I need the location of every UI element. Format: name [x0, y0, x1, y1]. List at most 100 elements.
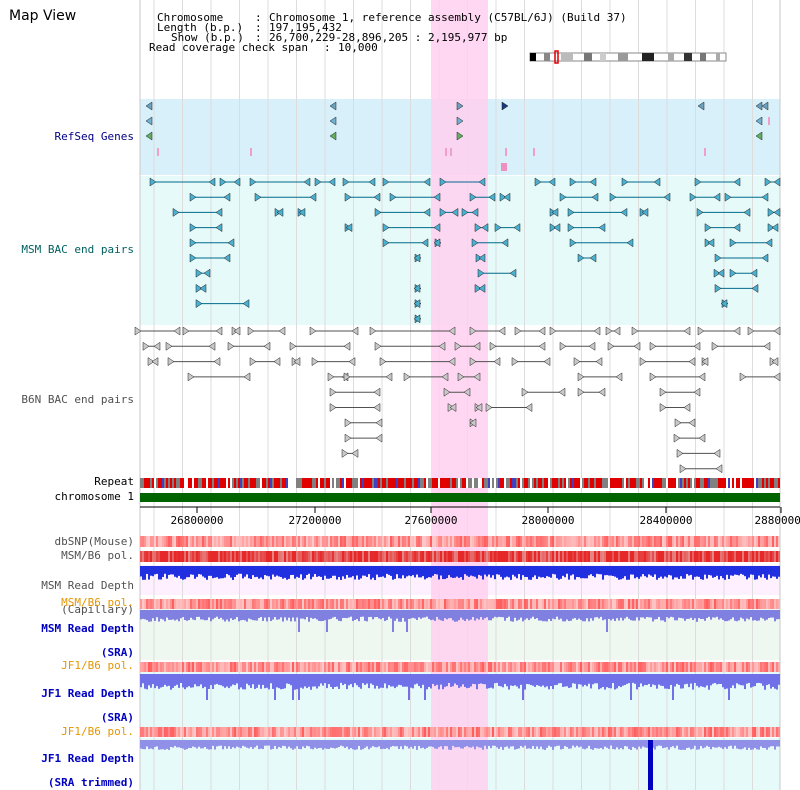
- refseq-exon-mark: [768, 117, 770, 125]
- jf1-depth-trim-bar: [610, 740, 612, 746]
- msm-bac-pair-end: [689, 192, 697, 202]
- b6n-bac-pair-end: [369, 326, 377, 336]
- jf1-b6-pol-2-heat-cell: [550, 727, 552, 737]
- jf1-depth-trim-bar: [524, 740, 526, 746]
- msm-b6-pol-sra-heat-cell: [628, 599, 630, 609]
- msm-b6-pol-sra-heat-cell: [458, 599, 460, 609]
- jf1-b6-pol-heat-cell: [342, 662, 344, 672]
- msm-b6-pol-heat-cell: [752, 551, 754, 562]
- msm-depth-cap-bar: [674, 566, 676, 578]
- msm-depth-sra-bar: [766, 610, 768, 620]
- jf1-depth-sra-bar: [620, 674, 622, 688]
- jf1-depth-trim-bar: [586, 740, 588, 749]
- repeat-segment: [418, 478, 420, 488]
- jf1-b6-pol-heat-cell: [650, 662, 652, 672]
- jf1-depth-sra-bar: [244, 674, 246, 690]
- repeat-segment: [556, 478, 558, 488]
- msm-depth-sra-bar: [276, 610, 278, 620]
- dbsnp-heat-cell: [776, 536, 778, 547]
- msm-b6-pol-heat-cell: [348, 551, 350, 562]
- jf1-depth-sra-bar: [398, 674, 400, 685]
- msm-depth-cap-bar: [462, 566, 464, 580]
- jf1-depth-sra-bar: [158, 674, 160, 689]
- msm-b6-pol-heat-cell: [444, 551, 446, 562]
- msm-b6-pol-sra-heat-cell: [700, 599, 702, 609]
- msm-depth-cap-bar: [510, 566, 512, 580]
- b6n-bac-label[interactable]: B6N BAC end pairs: [21, 394, 134, 406]
- msm-b6-pol-heat-cell: [466, 551, 468, 562]
- msm-depth-sra-bar: [272, 610, 274, 620]
- jf1-b6-pol-heat-cell: [520, 662, 522, 672]
- repeat-segment: [402, 478, 404, 488]
- msm-b6-pol-heat-cell: [180, 551, 182, 562]
- jf1-depth-trim-bar: [288, 740, 290, 747]
- msm-b6-pol-heat-cell: [252, 551, 254, 562]
- jf1-b6-pol-heat-cell: [676, 662, 678, 672]
- jf1-depth-trim-bar: [292, 740, 294, 750]
- repeat-segment: [582, 478, 584, 488]
- msm-bac-label[interactable]: MSM BAC end pairs: [21, 244, 134, 256]
- msm-b6-pol-heat-cell: [144, 551, 146, 562]
- msm-depth-cap-bar: [356, 566, 358, 576]
- jf1-b6-pol-heat-cell: [146, 662, 148, 672]
- msm-b6-pol-heat-cell: [578, 551, 580, 562]
- jf1-depth-trim-bar: [356, 740, 358, 750]
- msm-b6-pol-sra-heat-cell: [426, 599, 428, 609]
- jf1-b6-pol-heat-cell: [406, 662, 408, 672]
- jf1-b6-pol-heat-cell: [592, 662, 594, 672]
- dbsnp-heat-cell: [480, 536, 482, 547]
- jf1-depth-sra-bar: [538, 674, 540, 686]
- b6n-bac-pair-end: [511, 357, 519, 367]
- msm-b6-pol-heat-cell: [388, 551, 390, 562]
- jf1-depth-sra-bar: [544, 674, 546, 688]
- jf1-b6-pol-heat-cell: [148, 662, 150, 672]
- jf1-b6-pol-heat-cell: [704, 662, 706, 672]
- msm-bac-pair-end: [189, 253, 197, 263]
- jf1-depth-sra-bar: [376, 674, 378, 686]
- msm-depth-cap-bar: [700, 566, 702, 580]
- repeat-segment: [424, 478, 426, 488]
- jf1-depth-sra-bar: [706, 674, 708, 686]
- jf1-b6-pol-2-heat-cell: [228, 727, 230, 737]
- jf1-b6-pol-heat-cell: [620, 662, 622, 672]
- repeat-segment: [550, 478, 552, 488]
- dbsnp-heat-cell: [664, 536, 666, 547]
- msm-b6-pol-sra-heat-cell: [530, 599, 532, 609]
- refseq-genes-label[interactable]: RefSeq Genes: [55, 131, 134, 143]
- jf1-depth-trim-bar: [496, 740, 498, 748]
- jf1-b6-pol-heat-cell: [536, 662, 538, 672]
- jf1-depth-sra-bar: [448, 674, 450, 683]
- jf1-b6-pol-2-heat-cell: [500, 727, 502, 737]
- jf1-depth-sra-bar: [164, 674, 166, 685]
- jf1-depth-sra-bar: [498, 674, 500, 686]
- msm-b6-pol-sra-heat-cell: [228, 599, 230, 609]
- msm-depth-sra-bar: [774, 610, 776, 622]
- msm-depth-cap-bar: [546, 566, 548, 577]
- jf1-depth-trim-bar: [378, 740, 380, 747]
- repeat-segment: [656, 478, 658, 488]
- jf1-b6-pol-heat-cell: [642, 662, 644, 672]
- repeat-segment: [242, 478, 244, 488]
- b6n-bac-pair-end: [273, 357, 281, 367]
- jf1-b6-pol-2-heat-cell: [158, 727, 160, 737]
- jf1-depth-sra-bar: [548, 674, 550, 690]
- jf1-depth-trim-bar: [464, 740, 466, 747]
- msm-depth-cap-bar: [534, 566, 536, 576]
- jf1-depth-trim-bar: [744, 740, 746, 748]
- jf1-b6-pol-2-heat-cell: [558, 727, 560, 737]
- msm-b6-pol-sra-heat-cell: [684, 599, 686, 609]
- msm-b6-pol-heat-cell: [520, 551, 522, 562]
- jf1-b6-pol-2-heat-cell: [436, 727, 438, 737]
- repeat-segment: [558, 478, 560, 488]
- msm-depth-capillary-line2: (Capillary): [61, 603, 134, 616]
- msm-b6-pol-heat-cell: [396, 551, 398, 562]
- jf1-depth-trim-bar: [190, 740, 192, 749]
- b6n-bac-pair-end: [688, 357, 696, 367]
- ideogram-position-marker: [554, 50, 559, 64]
- msm-b6-pol-heat-cell: [554, 551, 556, 562]
- repeat-segment: [660, 478, 662, 488]
- jf1-depth-trim-bar: [550, 740, 552, 747]
- jf1-b6-pol-heat-cell: [476, 662, 478, 672]
- jf1-b6-pol-label-text: JF1/B6 pol.: [61, 659, 134, 672]
